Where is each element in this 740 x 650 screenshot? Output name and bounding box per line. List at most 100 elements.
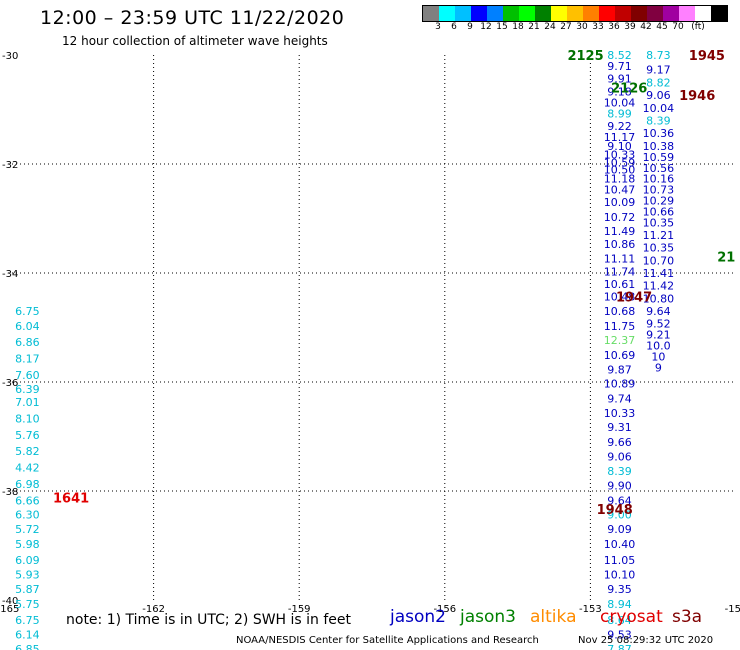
legend-label: 6 bbox=[451, 22, 457, 32]
color-scale-labels: 3 6 9 12 15 18 21 24 27 30 33 36 39 42 45 70 (ft) bbox=[422, 22, 740, 34]
wave-height-label: 10.29 bbox=[643, 195, 675, 208]
legend-label: 70 bbox=[672, 22, 684, 32]
legend-label: 33 bbox=[592, 22, 604, 32]
wave-height-label: 9 bbox=[655, 361, 662, 374]
footer-note: note: 1) Time is in UTC; 2) SWH is in fe… bbox=[66, 612, 352, 628]
time-label: 1947 bbox=[616, 290, 652, 305]
lon-tick-label: -153 bbox=[579, 604, 602, 615]
wave-height-label: 10.56 bbox=[643, 162, 675, 175]
wave-height-label: 9.90 bbox=[607, 480, 632, 493]
wave-height-label: 6.30 bbox=[15, 508, 40, 521]
wave-height-label: 7.01 bbox=[15, 396, 40, 409]
legend-label: 24 bbox=[544, 22, 556, 32]
wave-height-label: 10.72 bbox=[604, 211, 636, 224]
wave-height-label: 8.39 bbox=[607, 465, 632, 478]
wave-height-label: 5.87 bbox=[15, 583, 40, 596]
wave-height-label: 9.64 bbox=[646, 305, 671, 318]
wave-height-label: 8.39 bbox=[646, 114, 671, 127]
wave-height-label: 10.33 bbox=[604, 407, 636, 420]
wave-height-label: 10.70 bbox=[643, 254, 675, 267]
page-subtitle: 12 hour collection of altimeter wave hei… bbox=[62, 34, 328, 48]
wave-height-label: 9.18 bbox=[607, 86, 632, 99]
wave-height-label: 10.73 bbox=[643, 184, 675, 197]
legend-swatch bbox=[647, 6, 663, 21]
legend-swatch bbox=[423, 6, 439, 21]
time-label: 1948 bbox=[597, 503, 633, 518]
time-label: 1641 bbox=[53, 492, 89, 507]
legend-swatch bbox=[663, 6, 679, 21]
wave-height-label: 11.42 bbox=[643, 280, 675, 293]
wave-height-label: 8.17 bbox=[15, 353, 40, 366]
wave-height-label: 10.38 bbox=[643, 140, 675, 153]
wave-height-label: 9.52 bbox=[646, 318, 671, 331]
wave-height-label: 5.76 bbox=[15, 429, 40, 442]
wave-height-label: 8.99 bbox=[607, 107, 632, 120]
wave-height-label: 6.86 bbox=[15, 336, 40, 349]
wave-height-label: 10.0 bbox=[646, 339, 671, 352]
legend-swatch bbox=[455, 6, 471, 21]
wave-height-label: 10.16 bbox=[643, 173, 675, 186]
wave-height-label: 9.06 bbox=[646, 89, 671, 102]
lat-tick-label: -40 bbox=[2, 596, 18, 607]
wave-height-label: 6.04 bbox=[15, 320, 40, 333]
credit-text: NOAA/NESDIS Center for Satellite Applica… bbox=[236, 635, 539, 646]
page-title: 12:00 – 23:59 UTC 11/22/2020 bbox=[40, 7, 345, 29]
wave-height-label: 11.41 bbox=[643, 267, 675, 280]
wave-height-label: 10.48 bbox=[604, 290, 636, 303]
lat-tick-label: -34 bbox=[2, 269, 18, 280]
wave-height-label: 10.09 bbox=[604, 196, 636, 209]
wave-height-label: 6.14 bbox=[15, 628, 40, 641]
wave-height-label: 8.73 bbox=[646, 49, 671, 62]
wave-height-label: 8.64 bbox=[607, 614, 632, 627]
wave-height-label: 6.75 bbox=[15, 614, 40, 627]
wave-height-label: 10.04 bbox=[604, 96, 636, 109]
wave-height-label: 9.66 bbox=[607, 436, 632, 449]
wave-height-label: 8.10 bbox=[15, 413, 40, 426]
legend-swatch bbox=[599, 6, 615, 21]
legend-label: 21 bbox=[528, 22, 540, 32]
legend-swatch bbox=[695, 6, 711, 21]
wave-height-label: 9.87 bbox=[607, 363, 632, 376]
legend-label: 39 bbox=[624, 22, 636, 32]
wave-height-label: 10.80 bbox=[643, 293, 675, 306]
wave-height-label: 6.98 bbox=[15, 478, 40, 491]
wave-height-label: 9.06 bbox=[607, 451, 632, 464]
time-label: 21 bbox=[717, 251, 735, 266]
time-label: 2125 bbox=[567, 49, 603, 64]
wave-height-label: 10.36 bbox=[643, 127, 675, 140]
wave-height-label: 9.17 bbox=[646, 64, 671, 77]
satellite-jason2: jason2 bbox=[390, 607, 446, 627]
wave-height-label: 11.21 bbox=[643, 229, 675, 242]
legend-swatch bbox=[439, 6, 455, 21]
legend-label: 3 bbox=[435, 22, 441, 32]
generated-timestamp: Nov 25 08:29:32 UTC 2020 bbox=[578, 635, 714, 646]
wave-height-label: 9.10 bbox=[607, 140, 632, 153]
lon-tick-label: -165 bbox=[0, 604, 19, 615]
legend-label: 12 bbox=[480, 22, 492, 32]
wave-height-label: 10.69 bbox=[604, 349, 636, 362]
legend-label: 15 bbox=[496, 22, 508, 32]
legend-label: 18 bbox=[512, 22, 524, 32]
wave-height-label: 10.66 bbox=[643, 205, 675, 218]
wave-height-label: 9.64 bbox=[607, 494, 632, 507]
wave-height-label: 11.05 bbox=[604, 554, 636, 567]
lat-tick-label: -32 bbox=[2, 160, 18, 171]
wave-height-label: 10.10 bbox=[604, 568, 636, 581]
legend-label: 9 bbox=[467, 22, 473, 32]
legend-swatch bbox=[631, 6, 647, 21]
wave-height-label: 5.82 bbox=[15, 445, 40, 458]
wave-height-label: 9.09 bbox=[607, 523, 632, 536]
wave-height-label: 11.74 bbox=[604, 265, 636, 278]
legend-label: 27 bbox=[560, 22, 572, 32]
lon-tick-label: -159 bbox=[288, 604, 311, 615]
legend-unit: (ft) bbox=[691, 22, 705, 32]
wave-height-label: 10.40 bbox=[604, 538, 636, 551]
lat-tick-label: -30 bbox=[2, 51, 18, 62]
legend-swatch bbox=[679, 6, 695, 21]
wave-height-label: 11.18 bbox=[604, 173, 636, 186]
wave-height-label: 12.37 bbox=[604, 334, 636, 347]
wave-height-label: 10.35 bbox=[643, 216, 675, 229]
wave-height-label: 9.71 bbox=[607, 60, 632, 73]
